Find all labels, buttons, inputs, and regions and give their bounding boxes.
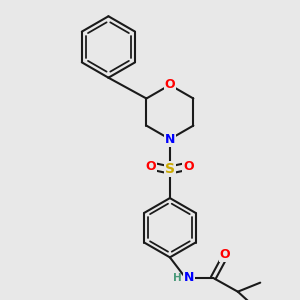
Text: O: O xyxy=(220,248,230,261)
Text: O: O xyxy=(165,78,175,92)
Text: N: N xyxy=(165,133,175,146)
Text: O: O xyxy=(146,160,156,173)
Text: S: S xyxy=(165,162,175,176)
Text: H: H xyxy=(173,273,182,283)
Text: N: N xyxy=(184,272,194,284)
Text: O: O xyxy=(183,160,194,173)
